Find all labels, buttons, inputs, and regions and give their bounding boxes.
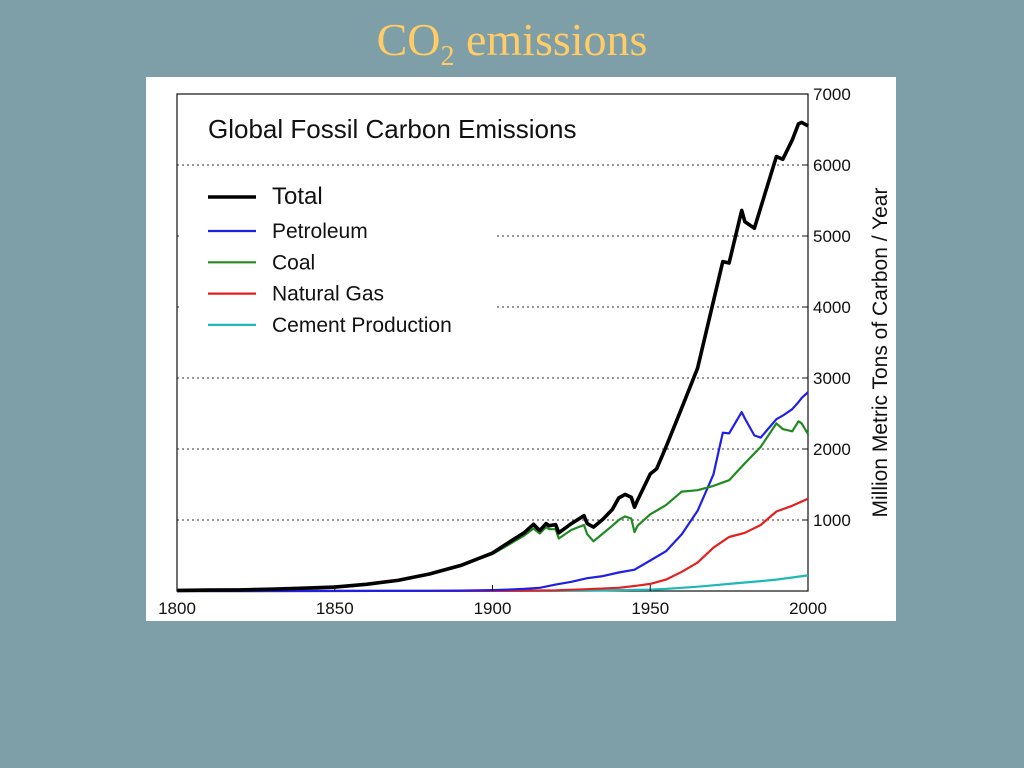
y-tick-label-5000: 5000 <box>813 227 851 246</box>
legend-label-cement-production: Cement Production <box>272 314 452 337</box>
legend-label-coal: Coal <box>272 251 315 274</box>
series-line-natural-gas <box>176 497 809 593</box>
slide-title-subscript: 2 <box>440 41 455 72</box>
y-axis-label: Million Metric Tons of Carbon / Year <box>869 188 892 518</box>
legend-mask <box>179 182 497 352</box>
series-line-petroleum <box>176 391 809 593</box>
x-tick-label-1950: 1950 <box>631 599 669 618</box>
chart-svg: 1800 1850 1900 1950 2000 1000 2000 3000 4000 5000… <box>158 85 892 618</box>
x-tick-label-1900: 1900 <box>474 599 512 618</box>
y-tick-label-2000: 2000 <box>813 440 851 459</box>
chart-panel: 1800 1850 1900 1950 2000 1000 2000 3000 4000 5000… <box>146 77 896 621</box>
series-line-total <box>176 120 809 593</box>
legend: Total Petroleum Coal Natural Gas Cement Prod… <box>208 183 452 337</box>
y-tick-label-6000: 6000 <box>813 156 851 175</box>
ticks-layer: 1800 1850 1900 1950 2000 1000 2000 3000 4000 5000… <box>158 85 851 618</box>
x-tick-label-1800: 1800 <box>158 599 196 618</box>
chart-title: Global Fossil Carbon Emissions <box>208 114 576 144</box>
y-tick-label-3000: 3000 <box>813 369 851 388</box>
slide-title-main: CO <box>376 14 441 65</box>
series-line-coal <box>176 420 809 592</box>
y-tick-label-1000: 1000 <box>813 511 851 530</box>
y-tick-label-4000: 4000 <box>813 298 851 317</box>
x-tick-label-2000: 2000 <box>789 599 827 618</box>
x-tick-label-1850: 1850 <box>316 599 354 618</box>
series-line-cement-production <box>176 574 809 593</box>
legend-label-natural-gas: Natural Gas <box>272 283 384 306</box>
slide-title: CO2 emissions <box>0 14 1024 83</box>
y-tick-label-7000: 7000 <box>813 85 851 104</box>
series-layer <box>176 120 809 593</box>
slide-title-rest: emissions <box>454 14 648 65</box>
legend-label-petroleum: Petroleum <box>272 220 368 243</box>
legend-label-total: Total <box>272 183 323 210</box>
